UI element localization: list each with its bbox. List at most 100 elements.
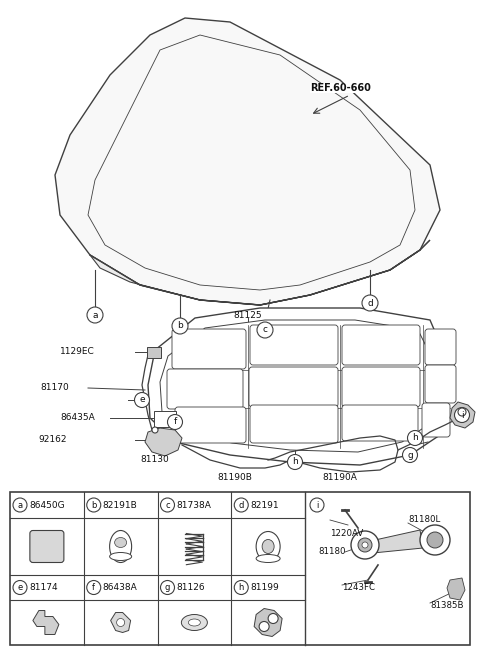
Polygon shape — [160, 320, 436, 452]
Text: 1243FC: 1243FC — [342, 584, 375, 593]
Text: c: c — [165, 500, 170, 510]
Text: 81170: 81170 — [40, 383, 69, 392]
Circle shape — [87, 307, 103, 323]
Text: d: d — [239, 500, 244, 510]
Polygon shape — [447, 578, 465, 600]
Circle shape — [234, 580, 248, 595]
Text: REF.60-660: REF.60-660 — [310, 83, 371, 93]
Text: i: i — [316, 500, 318, 510]
Text: e: e — [139, 396, 145, 405]
Text: 82191B: 82191B — [103, 500, 137, 510]
FancyBboxPatch shape — [342, 325, 420, 365]
Ellipse shape — [109, 531, 132, 563]
Polygon shape — [55, 18, 440, 305]
Circle shape — [458, 408, 466, 416]
Text: h: h — [412, 434, 418, 443]
Ellipse shape — [351, 531, 379, 559]
Circle shape — [455, 407, 469, 422]
Circle shape — [257, 322, 273, 338]
Text: 81130: 81130 — [141, 455, 169, 464]
Circle shape — [259, 622, 269, 631]
Text: e: e — [17, 583, 23, 592]
Circle shape — [234, 498, 248, 512]
Text: 81180: 81180 — [318, 548, 346, 557]
Ellipse shape — [181, 614, 207, 631]
Text: h: h — [239, 583, 244, 592]
FancyBboxPatch shape — [249, 367, 338, 407]
FancyBboxPatch shape — [250, 325, 338, 365]
FancyBboxPatch shape — [425, 365, 456, 403]
Text: 81174: 81174 — [29, 583, 58, 592]
Polygon shape — [450, 402, 475, 428]
Polygon shape — [145, 428, 182, 456]
Ellipse shape — [109, 553, 132, 561]
FancyBboxPatch shape — [147, 347, 161, 358]
Circle shape — [310, 498, 324, 512]
Circle shape — [362, 295, 378, 311]
Text: 86435A: 86435A — [60, 413, 95, 422]
Circle shape — [168, 415, 182, 430]
Circle shape — [408, 430, 422, 445]
Text: g: g — [407, 451, 413, 460]
Ellipse shape — [256, 555, 280, 563]
Text: 81385B: 81385B — [430, 601, 464, 610]
Circle shape — [268, 614, 278, 624]
Polygon shape — [110, 612, 131, 633]
FancyBboxPatch shape — [167, 369, 243, 409]
Ellipse shape — [420, 525, 450, 555]
Circle shape — [87, 580, 101, 595]
Text: 81125: 81125 — [234, 310, 262, 320]
Text: 82191: 82191 — [250, 500, 279, 510]
Circle shape — [152, 427, 158, 433]
Text: 86438A: 86438A — [103, 583, 137, 592]
Text: b: b — [177, 322, 183, 331]
FancyBboxPatch shape — [422, 403, 450, 437]
Text: 1220AV: 1220AV — [330, 529, 363, 538]
Text: 92162: 92162 — [38, 436, 67, 445]
FancyBboxPatch shape — [30, 531, 64, 563]
FancyBboxPatch shape — [175, 407, 246, 443]
Text: f: f — [173, 417, 177, 426]
Text: a: a — [17, 500, 23, 510]
Text: 81180L: 81180L — [408, 515, 440, 525]
Text: 81738A: 81738A — [177, 500, 211, 510]
Text: g: g — [165, 583, 170, 592]
FancyBboxPatch shape — [154, 411, 176, 427]
Circle shape — [87, 498, 101, 512]
Text: 81190B: 81190B — [217, 474, 252, 483]
Text: c: c — [263, 326, 267, 335]
Polygon shape — [33, 610, 59, 635]
FancyBboxPatch shape — [250, 405, 338, 443]
Polygon shape — [148, 308, 450, 465]
Ellipse shape — [362, 542, 368, 548]
Circle shape — [288, 455, 302, 470]
Bar — [10, 492, 470, 645]
Circle shape — [160, 498, 175, 512]
Text: 81199: 81199 — [250, 583, 279, 592]
Circle shape — [13, 580, 27, 595]
Text: 81190A: 81190A — [323, 474, 358, 483]
Circle shape — [403, 447, 418, 462]
Ellipse shape — [256, 531, 280, 561]
FancyBboxPatch shape — [342, 405, 418, 441]
FancyBboxPatch shape — [425, 329, 456, 365]
Ellipse shape — [358, 538, 372, 552]
Text: 81126: 81126 — [177, 583, 205, 592]
Polygon shape — [90, 240, 430, 305]
Text: a: a — [92, 310, 98, 320]
Circle shape — [13, 498, 27, 512]
Circle shape — [160, 580, 175, 595]
Text: 1129EC: 1129EC — [60, 348, 95, 356]
Ellipse shape — [262, 540, 274, 553]
Ellipse shape — [115, 538, 127, 548]
Circle shape — [172, 318, 188, 334]
Ellipse shape — [188, 619, 200, 626]
Text: 86450G: 86450G — [29, 500, 65, 510]
Text: d: d — [367, 299, 373, 307]
FancyBboxPatch shape — [342, 367, 420, 407]
Ellipse shape — [427, 532, 443, 548]
Circle shape — [134, 392, 149, 407]
Ellipse shape — [117, 618, 125, 626]
Text: h: h — [292, 457, 298, 466]
Text: b: b — [91, 500, 96, 510]
